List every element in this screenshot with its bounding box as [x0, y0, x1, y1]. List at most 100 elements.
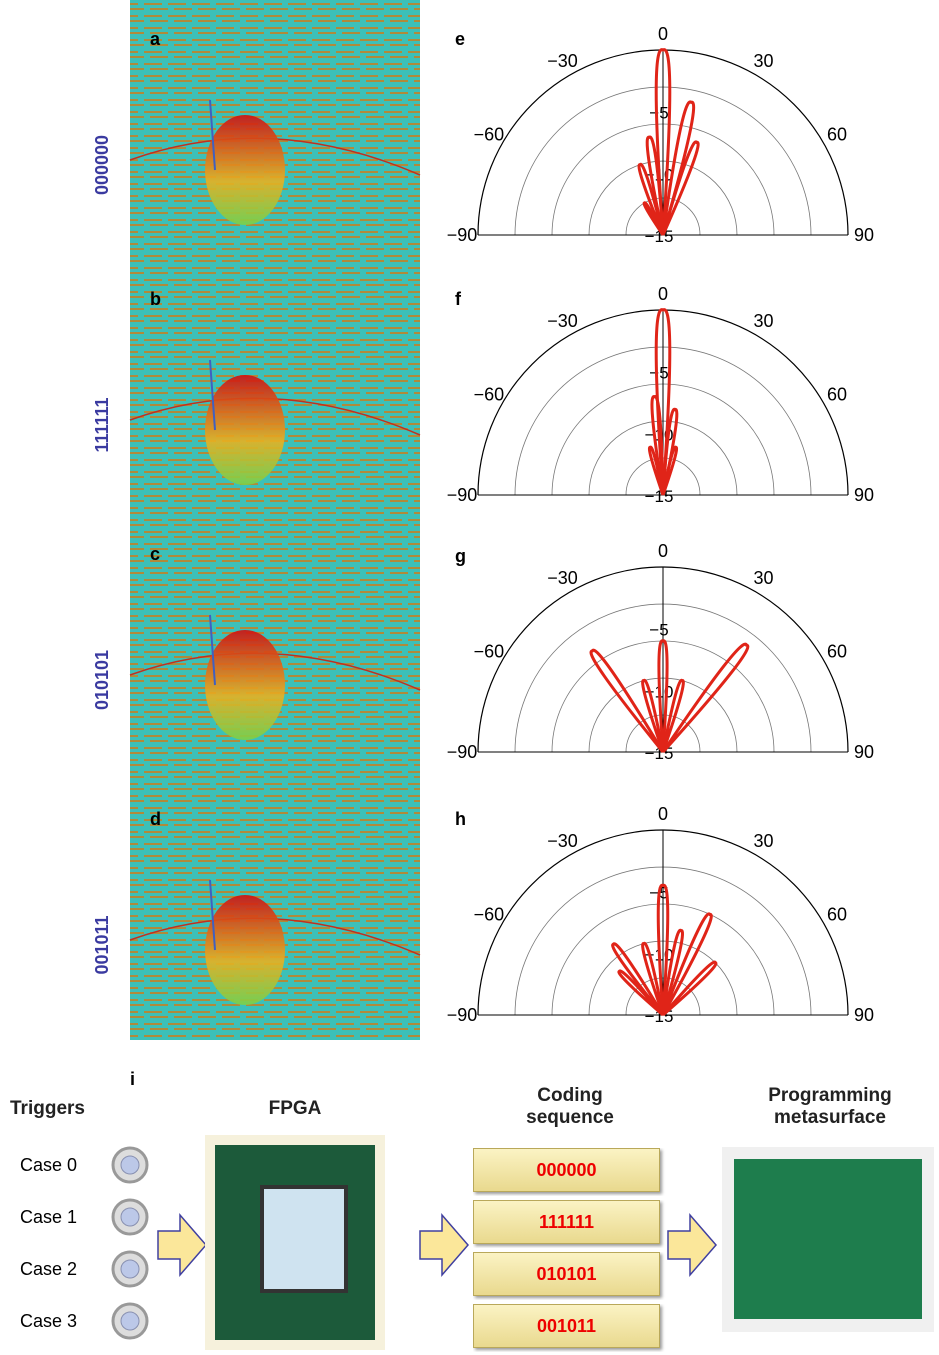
angle-label: 0 — [658, 284, 668, 304]
code-box: 000000 — [473, 1148, 660, 1192]
polar-plot: f 0−30 30−60 60−90 90−5−10−15 — [447, 284, 874, 506]
angle-label: 0 — [658, 804, 668, 824]
lobe — [661, 140, 700, 236]
metasurface-photo — [734, 1159, 922, 1319]
case-label: Case 2 — [20, 1259, 77, 1279]
lobe — [637, 162, 665, 236]
axis-arrow — [209, 614, 216, 686]
panel-letter: i — [130, 1069, 135, 1089]
angle-label: 30 — [753, 311, 773, 331]
panel-letter: e — [455, 29, 465, 49]
angle-label: 30 — [753, 51, 773, 71]
lobe — [661, 642, 750, 754]
beam-render — [205, 375, 285, 485]
angle-label: −90 — [447, 742, 478, 762]
beam-render — [205, 115, 285, 225]
angle-label: −30 — [547, 568, 578, 588]
panel-letter: g — [455, 546, 466, 566]
lobe — [641, 941, 665, 1016]
angle-label: 30 — [753, 568, 773, 588]
lobe — [641, 678, 665, 753]
case-label: Case 3 — [20, 1311, 77, 1331]
code-label: 010101 — [92, 650, 112, 710]
lobe — [617, 969, 665, 1017]
angle-label: 60 — [827, 125, 847, 145]
angle-label: −90 — [447, 225, 478, 245]
code-box-wrap: 001011 — [473, 1304, 660, 1348]
code-box-wrap: 111111 — [473, 1200, 660, 1244]
lobe — [661, 928, 684, 1016]
lobe — [611, 942, 665, 1016]
polar-plot: h 0−30 30−60 60−90 90−5−10−15 — [447, 804, 874, 1026]
lobe — [656, 883, 670, 1016]
code-label: 111111 — [92, 397, 112, 452]
level-label: −5 — [649, 621, 668, 640]
trigger-inner — [120, 1207, 140, 1227]
lobe — [645, 135, 665, 236]
lobe — [647, 445, 665, 496]
level-label: −5 — [649, 104, 668, 123]
panel-letter: c — [150, 544, 160, 564]
angle-label: 30 — [753, 831, 773, 851]
lobe — [642, 201, 665, 236]
lobe — [654, 308, 672, 496]
lobe — [661, 960, 718, 1017]
code-label: 000000 — [92, 135, 112, 195]
level-label: −15 — [645, 227, 674, 246]
axis-arrow — [209, 879, 216, 951]
lobe — [661, 678, 685, 753]
trigger-inner — [120, 1311, 140, 1331]
fpga-title: FPGA — [268, 1098, 322, 1119]
beam-render — [205, 895, 285, 1005]
level-label: −5 — [649, 364, 668, 383]
angle-label: 0 — [658, 541, 668, 561]
trigger-inner — [120, 1259, 140, 1279]
case-label: Case 0 — [20, 1155, 77, 1175]
arrow — [419, 1212, 469, 1278]
angle-label: −30 — [547, 311, 578, 331]
code-label: 001011 — [92, 915, 112, 974]
angle-label: −60 — [474, 385, 505, 405]
panel-letter: d — [150, 809, 161, 829]
fpga-photo — [215, 1145, 375, 1340]
angle-label: −90 — [447, 1005, 478, 1025]
lobe — [650, 395, 665, 496]
angle-label: 60 — [827, 642, 847, 662]
fpga-screen — [260, 1185, 348, 1293]
panel-letter: b — [150, 289, 161, 309]
arrow — [667, 1212, 717, 1278]
angle-label: 0 — [658, 24, 668, 44]
angle-label: −30 — [547, 831, 578, 851]
lobe — [654, 48, 672, 236]
angle-label: −60 — [474, 642, 505, 662]
polar-plot: g 0−30 30−60 60−90 90−5−10−15 — [447, 541, 874, 763]
case-label: Case 1 — [20, 1207, 77, 1227]
angle-label: −60 — [474, 125, 505, 145]
panel-letter: h — [455, 809, 466, 829]
polar-plot: e 0−30 30−60 60−90 90−5−10−15 — [447, 24, 874, 246]
angle-label: 90 — [854, 225, 874, 245]
arrow — [157, 1212, 207, 1278]
angle-label: 90 — [854, 485, 874, 505]
trigger-inner — [120, 1155, 140, 1175]
metasurface-title: Programming metasurface — [768, 1085, 892, 1128]
beam-render — [205, 630, 285, 740]
angle-label: 60 — [827, 385, 847, 405]
code-box: 111111 — [473, 1200, 660, 1244]
lobe — [589, 648, 665, 753]
lobe — [661, 100, 696, 236]
lobe — [657, 639, 669, 753]
level-label: −15 — [645, 487, 674, 506]
angle-label: 90 — [854, 742, 874, 762]
angle-label: 90 — [854, 1005, 874, 1025]
angle-label: 60 — [827, 905, 847, 925]
lobe — [661, 912, 713, 1016]
angle-label: −60 — [474, 905, 505, 925]
code-box: 001011 — [473, 1304, 660, 1348]
lobe — [661, 445, 679, 496]
axis-arrow — [209, 359, 216, 431]
code-box-wrap: 000000 — [473, 1148, 660, 1192]
axis-arrow — [209, 99, 216, 171]
